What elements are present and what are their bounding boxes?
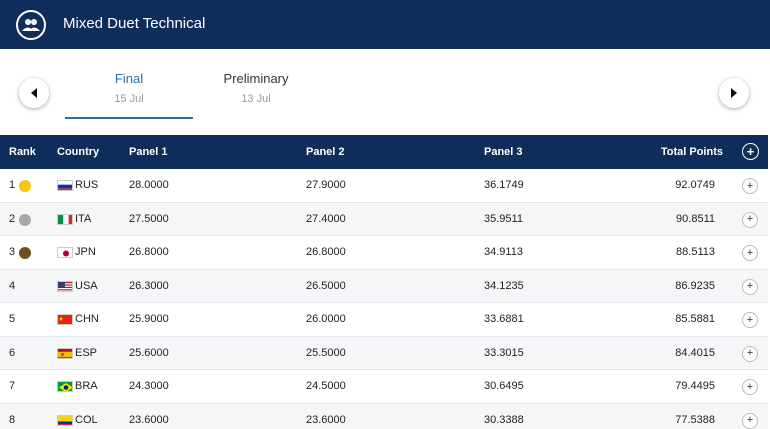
flag-icon-jpn (57, 247, 73, 258)
expand-row-icon[interactable]: + (742, 379, 758, 395)
flag-icon-bra (57, 381, 73, 392)
rank-cell: 8 (9, 413, 16, 426)
total-points-cell: 79.4495 (675, 380, 715, 392)
panel-1-cell: 24.3000 (129, 380, 169, 392)
panel-2-cell: 27.9000 (306, 179, 346, 191)
flag-icon-ita (57, 213, 73, 225)
table-header: Rank Country Panel 1 Panel 2 Panel 3 Tot… (0, 135, 768, 169)
bronze-medal-icon (19, 247, 31, 259)
expand-row-icon[interactable]: + (742, 312, 758, 328)
country-cell: COL (75, 413, 98, 426)
prev-arrow-button[interactable] (19, 78, 49, 108)
country-cell: JPN (75, 246, 96, 258)
table-row[interactable]: 8 COL 23.6000 23.6000 30.3388 77.5388 + (0, 403, 768, 429)
tab-label: Preliminary (223, 71, 289, 86)
panel-3-cell: 36.1749 (484, 179, 524, 191)
panel-3-cell: 34.9113 (484, 246, 523, 258)
panel-1-cell: 25.6000 (129, 346, 169, 359)
country-cell: ITA (75, 212, 92, 225)
panel-3-cell: 30.3388 (484, 413, 524, 426)
table-row[interactable]: 6 ESP 25.6000 25.5000 33.3015 84.4015 + (0, 336, 768, 370)
gold-medal-icon (19, 180, 31, 192)
tab-label: Final (114, 71, 144, 86)
flag-icon-esp (57, 347, 73, 359)
panel-1-cell: 26.3000 (129, 279, 169, 292)
expand-row-icon[interactable]: + (742, 211, 758, 228)
flag-icon-usa (57, 280, 73, 292)
country-cell: CHN (75, 313, 99, 325)
total-points-cell: 77.5388 (675, 413, 715, 426)
expand-row-icon[interactable]: + (742, 345, 758, 362)
panel-2-cell: 26.5000 (306, 279, 346, 292)
header-total-points: Total Points (660, 146, 723, 158)
total-points-cell: 86.9235 (675, 279, 715, 292)
panel-2-cell: 26.8000 (306, 246, 346, 258)
country-cell: RUS (75, 179, 99, 191)
panel-3-cell: 35.9511 (484, 212, 523, 225)
rank-cell: 4 (9, 279, 16, 292)
header-rank: Rank (9, 146, 36, 158)
panel-3-cell: 34.1235 (484, 279, 524, 292)
swimmers-icon (16, 10, 46, 40)
rank-cell: 5 (9, 313, 16, 325)
next-arrow-button[interactable] (719, 78, 749, 108)
panel-1-cell: 23.6000 (129, 413, 169, 426)
top-bar: Mixed Duet Technical (0, 0, 770, 49)
country-cell: ESP (75, 346, 98, 359)
panel-2-cell: 24.5000 (306, 380, 346, 392)
total-points-cell: 88.5113 (676, 246, 715, 258)
expand-row-icon[interactable]: + (742, 178, 758, 194)
tab-date: 15 Jul (114, 93, 144, 105)
flag-icon-col (57, 414, 73, 426)
header-panel-2: Panel 2 (306, 146, 345, 158)
header-panel-1: Panel 1 (129, 146, 168, 158)
table-row[interactable]: 7 BRA 24.3000 24.5000 30.6495 79.4495 + (0, 370, 768, 404)
country-cell: USA (75, 279, 98, 292)
tab-date: 13 Jul (241, 93, 271, 105)
total-points-cell: 92.0749 (675, 179, 715, 191)
page-title: Mixed Duet Technical (63, 15, 206, 32)
rank-cell: 1 (9, 179, 16, 191)
round-tabs: Final 15 Jul Preliminary 13 Jul (0, 49, 770, 135)
expand-row-icon[interactable]: + (742, 412, 758, 429)
panel-2-cell: 23.6000 (306, 413, 346, 426)
expand-all-icon[interactable]: + (742, 143, 759, 160)
expand-row-icon[interactable]: + (742, 278, 758, 295)
active-tab-indicator (65, 117, 193, 119)
total-points-cell: 84.4015 (675, 346, 715, 359)
header-country: Country (57, 146, 100, 158)
triangle-left-icon (31, 88, 37, 98)
expand-row-icon[interactable]: + (742, 245, 758, 261)
header-panel-3: Panel 3 (484, 146, 523, 158)
results-table: Rank Country Panel 1 Panel 2 Panel 3 Tot… (0, 135, 768, 429)
table-row[interactable]: 1 RUS 28.0000 27.9000 36.1749 92.0749 + (0, 169, 768, 203)
table-row[interactable]: 3 JPN 26.8000 26.8000 34.9113 88.5113 + (0, 236, 768, 270)
triangle-right-icon (731, 88, 737, 98)
silver-medal-icon (19, 213, 31, 226)
tab-final[interactable]: Final 15 Jul (65, 71, 193, 105)
country-cell: BRA (75, 380, 98, 392)
rank-cell: 6 (9, 346, 16, 359)
total-points-cell: 90.8511 (676, 212, 715, 225)
rank-cell: 7 (9, 380, 16, 392)
tab-preliminary[interactable]: Preliminary 13 Jul (192, 71, 320, 105)
panel-1-cell: 27.5000 (129, 212, 169, 225)
panel-1-cell: 28.0000 (129, 179, 169, 191)
panel-2-cell: 25.5000 (306, 346, 346, 359)
panel-3-cell: 33.3015 (484, 346, 524, 359)
flag-icon-rus (57, 180, 73, 191)
total-points-cell: 85.5881 (675, 313, 715, 325)
table-row[interactable]: 4 USA 26.3000 26.5000 34.1235 86.9235 + (0, 269, 768, 303)
table-row[interactable]: 2 ITA 27.5000 27.4000 35.9511 90.8511 + (0, 202, 768, 236)
panel-3-cell: 33.6881 (484, 313, 524, 325)
flag-icon-chn (57, 314, 73, 325)
table-row[interactable]: 5 CHN 25.9000 26.0000 33.6881 85.5881 + (0, 303, 768, 337)
panel-3-cell: 30.6495 (484, 380, 524, 392)
panel-2-cell: 27.4000 (306, 212, 346, 225)
panel-1-cell: 26.8000 (129, 246, 169, 258)
panel-1-cell: 25.9000 (129, 313, 169, 325)
rank-cell: 2 (9, 212, 16, 225)
panel-2-cell: 26.0000 (306, 313, 346, 325)
rank-cell: 3 (9, 246, 16, 258)
